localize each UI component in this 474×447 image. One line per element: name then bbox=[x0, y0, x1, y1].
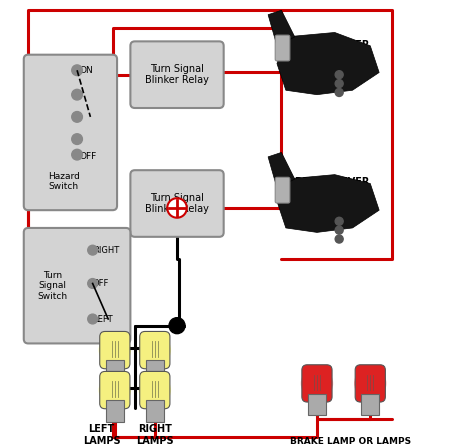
Circle shape bbox=[139, 334, 170, 366]
FancyBboxPatch shape bbox=[130, 170, 224, 237]
Circle shape bbox=[88, 278, 98, 288]
FancyBboxPatch shape bbox=[275, 177, 290, 203]
Text: LEFT
LAMPS: LEFT LAMPS bbox=[82, 424, 120, 446]
Polygon shape bbox=[268, 152, 295, 188]
Circle shape bbox=[72, 65, 82, 76]
Text: OFF: OFF bbox=[92, 279, 109, 288]
Circle shape bbox=[335, 235, 343, 243]
FancyBboxPatch shape bbox=[140, 371, 170, 409]
FancyBboxPatch shape bbox=[100, 331, 130, 369]
Text: Turn Signal
Blinker Relay: Turn Signal Blinker Relay bbox=[145, 64, 209, 85]
Circle shape bbox=[335, 71, 343, 79]
Circle shape bbox=[72, 89, 82, 100]
Polygon shape bbox=[277, 175, 379, 232]
Circle shape bbox=[355, 368, 386, 399]
Text: BRAKE LAMP OR LAMPS: BRAKE LAMP OR LAMPS bbox=[290, 437, 411, 446]
Circle shape bbox=[99, 334, 130, 366]
Circle shape bbox=[88, 245, 98, 255]
Circle shape bbox=[167, 198, 187, 218]
Text: RIGHT: RIGHT bbox=[92, 246, 119, 255]
Circle shape bbox=[72, 149, 82, 160]
Text: BRAKE LEVER
WITH SWITCH: BRAKE LEVER WITH SWITCH bbox=[295, 39, 371, 61]
Circle shape bbox=[169, 318, 185, 333]
Text: OFF: OFF bbox=[79, 152, 97, 161]
Circle shape bbox=[335, 80, 343, 88]
FancyBboxPatch shape bbox=[355, 365, 385, 402]
Text: RIGHT
LAMPS: RIGHT LAMPS bbox=[136, 424, 173, 446]
FancyBboxPatch shape bbox=[130, 42, 224, 108]
Text: ON: ON bbox=[79, 66, 93, 75]
Text: Hazard
Switch: Hazard Switch bbox=[48, 172, 80, 191]
Circle shape bbox=[99, 375, 130, 405]
Circle shape bbox=[88, 314, 98, 324]
Text: BRAKE LEVER
WITH SWITCH: BRAKE LEVER WITH SWITCH bbox=[295, 177, 371, 199]
Circle shape bbox=[301, 368, 332, 399]
Circle shape bbox=[139, 375, 170, 405]
Circle shape bbox=[335, 89, 343, 97]
FancyBboxPatch shape bbox=[308, 394, 326, 415]
FancyBboxPatch shape bbox=[146, 360, 164, 382]
Text: LEFT: LEFT bbox=[92, 315, 112, 324]
Circle shape bbox=[72, 134, 82, 144]
FancyBboxPatch shape bbox=[361, 394, 379, 415]
FancyBboxPatch shape bbox=[24, 228, 130, 343]
FancyBboxPatch shape bbox=[106, 360, 124, 382]
Polygon shape bbox=[268, 10, 295, 46]
FancyBboxPatch shape bbox=[24, 55, 117, 210]
Polygon shape bbox=[277, 33, 379, 95]
Circle shape bbox=[72, 112, 82, 122]
FancyBboxPatch shape bbox=[106, 401, 124, 422]
FancyBboxPatch shape bbox=[302, 365, 332, 402]
FancyBboxPatch shape bbox=[100, 371, 130, 409]
Circle shape bbox=[335, 226, 343, 234]
FancyBboxPatch shape bbox=[146, 401, 164, 422]
Text: Turn
Signal
Switch: Turn Signal Switch bbox=[37, 271, 68, 300]
FancyBboxPatch shape bbox=[275, 35, 290, 61]
FancyBboxPatch shape bbox=[140, 331, 170, 369]
Text: Turn Signal
Blinker Relay: Turn Signal Blinker Relay bbox=[145, 193, 209, 214]
Circle shape bbox=[335, 217, 343, 225]
